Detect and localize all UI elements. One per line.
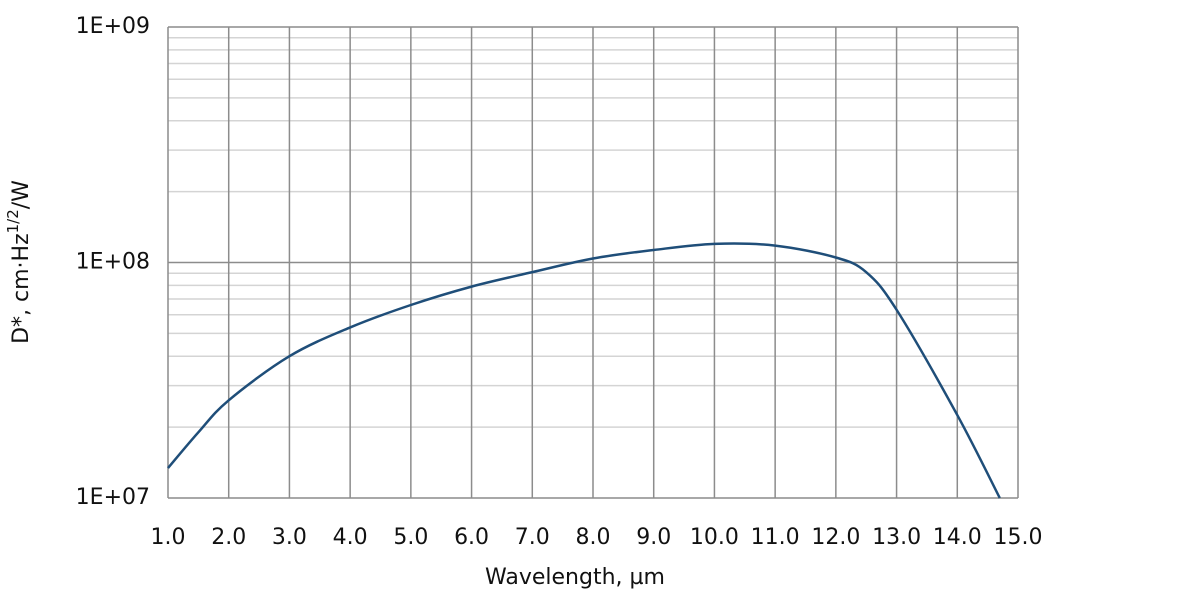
y-axis-title-sup: 1/2 <box>4 209 22 233</box>
y-tick-label: 1E+09 <box>76 14 150 39</box>
x-tick-label: 9.0 <box>636 525 671 550</box>
x-tick-label: 8.0 <box>576 525 611 550</box>
x-tick-label: 4.0 <box>333 525 368 550</box>
x-tick-label: 11.0 <box>751 525 800 550</box>
x-tick-label: 2.0 <box>211 525 246 550</box>
data-line <box>167 242 1001 499</box>
x-tick-label: 3.0 <box>272 525 307 550</box>
x-tick-label: 6.0 <box>454 525 489 550</box>
x-tick-label: 7.0 <box>515 525 550 550</box>
y-axis-title: D*, cm·Hz1/2/W <box>4 180 35 344</box>
y-axis-title-tail: /W <box>9 180 34 209</box>
x-tick-label: 12.0 <box>811 525 860 550</box>
x-tick-label: 14.0 <box>933 525 982 550</box>
y-tick-label: 1E+08 <box>76 250 150 275</box>
y-tick-label: 1E+07 <box>76 485 150 510</box>
x-tick-label: 13.0 <box>872 525 921 550</box>
x-axis-title: Wavelength, µm <box>485 565 665 590</box>
x-tick-label: 10.0 <box>690 525 739 550</box>
y-axis-title-main: D*, cm·Hz <box>9 233 34 344</box>
x-tick-label: 5.0 <box>393 525 428 550</box>
x-tick-label: 15.0 <box>994 525 1043 550</box>
x-tick-label: 1.0 <box>151 525 186 550</box>
